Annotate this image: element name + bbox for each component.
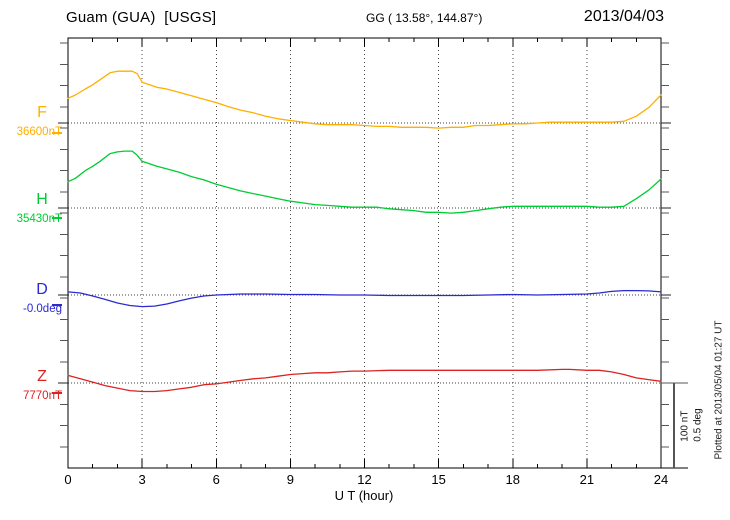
component-label-D: D -0.0deg [12, 282, 62, 316]
component-baseline-value-D: -0.0deg [22, 303, 62, 315]
x-tick-label-3: 3 [138, 472, 146, 487]
x-tick-label-15: 15 [431, 472, 446, 487]
component-label-F: F 36600nT [12, 105, 62, 139]
scale-deg-label: 0.5 deg [692, 408, 703, 442]
geographic-coords: GG ( 13.58°, 144.87°) [366, 11, 483, 25]
x-tick-label-6: 6 [212, 472, 220, 487]
component-letter-D: D [36, 281, 48, 298]
component-label-Z: Z 7770nT [12, 369, 62, 403]
x-tick-label-18: 18 [505, 472, 520, 487]
component-letter-H: H [36, 191, 48, 208]
trace-D [67, 289, 662, 308]
x-tick-label-21: 21 [579, 472, 595, 487]
plot-date: 2013/04/03 [583, 8, 664, 25]
component-label-H: H 35430nT [12, 192, 62, 226]
component-baseline-value-F: 36600nT [16, 126, 62, 138]
trace-H [67, 150, 662, 214]
scale-bar-label: 100 nT 0.5 deg [680, 408, 705, 441]
plotted-timestamp: Plotted at 2013/05/04 01:27 UT [713, 320, 725, 460]
x-axis-label: U T (hour) [334, 488, 394, 503]
x-tick-label-12: 12 [357, 472, 372, 487]
component-baseline-value-H: 35430nT [16, 213, 62, 225]
trace-Z [67, 368, 662, 393]
x-tick-label-0: 0 [64, 472, 72, 487]
component-letter-F: F [37, 104, 47, 121]
trace-F [67, 70, 662, 129]
x-tick-label-24: 24 [653, 472, 669, 487]
x-tick-label-9: 9 [286, 472, 294, 487]
scale-nt-label: 100 nT [679, 410, 691, 442]
station-title: Guam (GUA) [USGS] [66, 9, 217, 26]
component-baseline-value-Z: 7770nT [22, 390, 62, 402]
component-letter-Z: Z [37, 368, 47, 385]
